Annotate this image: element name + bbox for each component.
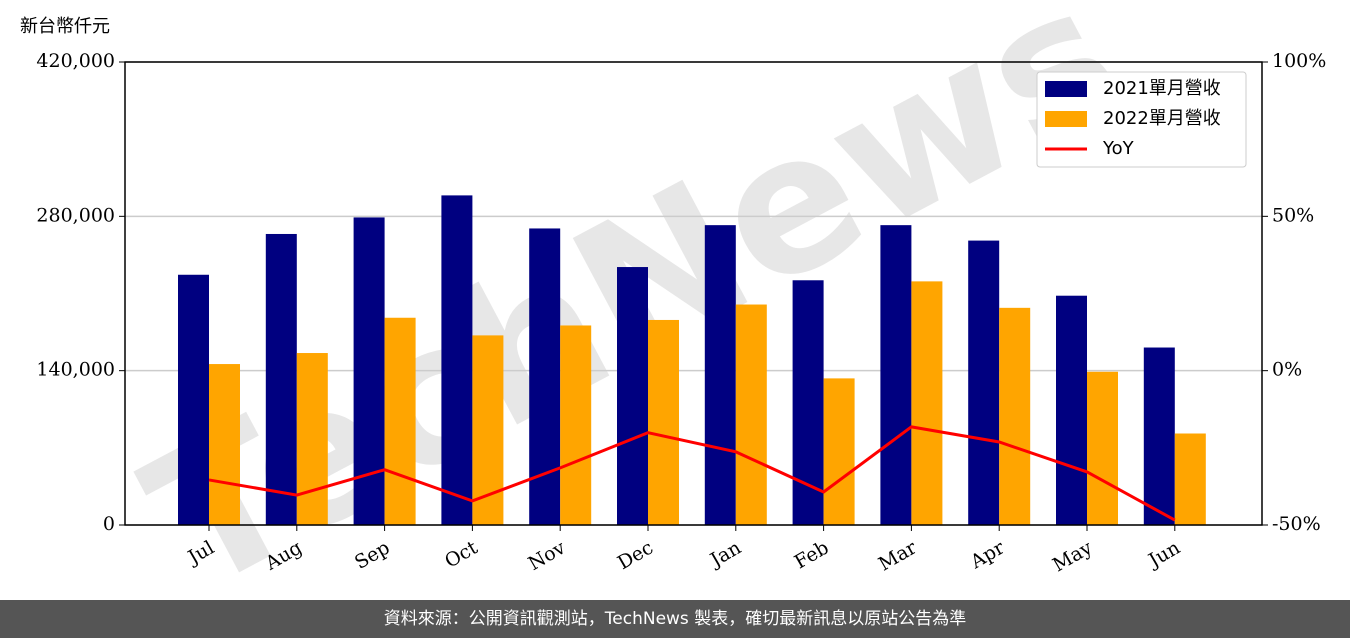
bar <box>968 240 1000 526</box>
bar <box>617 267 648 525</box>
x-tick-label: Jan <box>705 537 745 573</box>
x-tick-label: Oct <box>441 536 482 572</box>
bar <box>648 319 679 525</box>
bar <box>529 228 561 525</box>
yoy-line <box>208 425 1176 522</box>
bar <box>735 304 767 525</box>
legend-label: 2021單月營收 <box>1103 78 1221 99</box>
x-tick-label: Apr <box>966 536 1009 573</box>
bar <box>296 353 328 525</box>
footer: 資料來源：公開資訊觀測站，TechNews 製表，確切最新訊息以原站公告為準 <box>0 600 1350 638</box>
x-tick-label: May <box>1049 536 1096 576</box>
x-tick-label: Dec <box>614 537 657 575</box>
bar <box>1143 347 1175 525</box>
legend-swatch <box>1045 111 1087 127</box>
y-tick-label: 0 <box>103 513 115 535</box>
bar <box>823 378 855 525</box>
chart: 新台幣仟元 TechNews0140,000280,000420,000-50%… <box>20 0 1326 634</box>
bar <box>441 195 473 525</box>
y2-tick-label: 0% <box>1272 359 1302 381</box>
bar <box>880 225 912 525</box>
bar <box>209 364 240 525</box>
bar <box>560 325 592 525</box>
bar <box>1087 371 1118 525</box>
x-tick-label: Feb <box>791 537 833 574</box>
bar <box>999 307 1031 525</box>
bar <box>704 225 736 525</box>
bar <box>911 281 943 525</box>
bar <box>265 233 297 525</box>
bar <box>1174 433 1206 525</box>
y-tick-label: 280,000 <box>36 204 115 226</box>
legend-swatch <box>1045 81 1087 97</box>
bar <box>1056 295 1087 525</box>
y-tick-label: 140,000 <box>36 359 115 381</box>
plot-frame <box>124 61 1263 526</box>
legend-label: YoY <box>1102 138 1135 159</box>
legend-box <box>1036 71 1247 168</box>
bar <box>384 317 416 525</box>
y2-tick-label: 100% <box>1272 50 1326 72</box>
bar <box>178 274 209 525</box>
y2-tick-label: -50% <box>1272 513 1321 535</box>
x-tick-label: Nov <box>525 536 570 575</box>
legend-label: 2022單月營收 <box>1103 108 1221 129</box>
x-tick-label: Mar <box>875 536 921 575</box>
x-tick-label: Jun <box>1143 537 1184 573</box>
y-tick-label: 420,000 <box>36 50 115 72</box>
y2-tick-label: 50% <box>1272 204 1314 226</box>
y-axis-label: 新台幣仟元 <box>20 16 110 37</box>
bar <box>472 335 504 525</box>
